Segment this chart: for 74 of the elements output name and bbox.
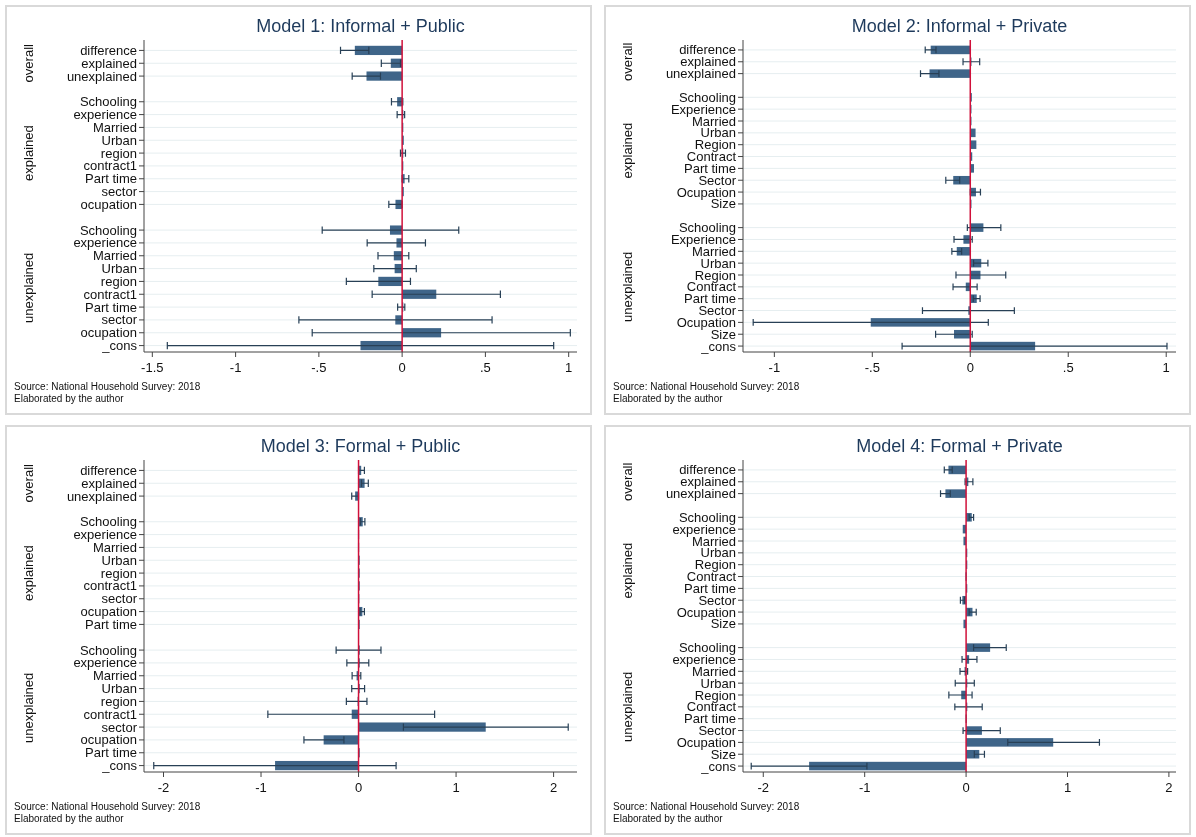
y-tick-label: Married <box>92 668 137 684</box>
text: overall <box>20 43 36 83</box>
x-tick-label: .5 <box>479 360 491 375</box>
x-tick-label: -.5 <box>311 360 327 375</box>
x-tick-label: -1 <box>255 780 267 795</box>
text: overall <box>619 462 635 501</box>
x-tick-label: 2 <box>1165 780 1173 795</box>
x-tick-label: .5 <box>1062 360 1074 375</box>
source-note: Source: National Household Survey: 2018 <box>14 801 201 812</box>
x-tick-label: 1 <box>565 360 573 375</box>
source-note: Source: National Household Survey: 2018 <box>14 381 201 392</box>
chart-title: Model 1: Informal + Public <box>256 16 465 36</box>
text: overall <box>20 463 36 503</box>
y-tick-label: sector <box>101 591 138 607</box>
x-tick-label: -1.5 <box>141 360 164 375</box>
chart-title: Model 4: Formal + Private <box>856 436 1063 456</box>
x-tick-label: -.5 <box>864 360 880 375</box>
y-tick-label: ocupation <box>80 604 137 620</box>
y-tick-label: unexplained <box>66 488 137 504</box>
text: unexplained <box>20 252 36 323</box>
y-tick-label: explained <box>81 475 137 491</box>
x-tick-label: 1 <box>1063 780 1072 795</box>
x-tick-label: 0 <box>966 360 974 375</box>
y-tick-label: unexplained <box>66 68 137 84</box>
text: overall <box>619 42 635 81</box>
y-tick-label: region <box>100 565 137 581</box>
y-tick-label: explained <box>81 55 137 71</box>
chart-title: Model 2: Informal + Private <box>851 16 1068 36</box>
y-tick-label: Schooling <box>678 220 736 236</box>
y-tick-label: difference <box>80 462 137 478</box>
y-tick-label: Urban <box>101 552 137 568</box>
y-tick-label: Married <box>92 539 137 555</box>
text: Elaborated by the author <box>14 813 125 824</box>
y-tick-label: Married <box>92 119 137 135</box>
text: Elaborated by the author <box>613 813 724 824</box>
y-tick-label: Urban <box>101 132 137 148</box>
y-tick-label: ocupation <box>80 732 137 748</box>
x-tick-label: -2 <box>157 780 170 795</box>
x-tick-label: 1 <box>1162 360 1170 375</box>
y-tick-label: Part time <box>84 299 137 315</box>
y-tick-label: Schooling <box>678 640 736 656</box>
text: unexplained <box>20 672 36 743</box>
text: Elaborated by the author <box>613 393 724 404</box>
y-tick-label: ocupation <box>80 325 137 341</box>
text: explained <box>619 542 635 599</box>
x-tick-label: -1 <box>858 780 871 795</box>
text: explained <box>619 122 635 179</box>
x-tick-label: -2 <box>757 780 770 795</box>
y-tick-label: Part time <box>84 171 137 187</box>
x-tick-label: 1 <box>452 780 460 795</box>
x-tick-label: 2 <box>549 780 558 795</box>
y-tick-label: _cons <box>101 758 138 774</box>
text: unexplained <box>619 251 635 322</box>
text: explained <box>20 545 36 601</box>
text: unexplained <box>619 671 635 742</box>
y-tick-label: region <box>100 145 137 161</box>
y-tick-label: Schooling <box>79 642 137 658</box>
chart-title: Model 3: Formal + Public <box>260 436 461 456</box>
x-tick-label: -1 <box>229 360 242 375</box>
x-tick-label: 0 <box>962 780 970 795</box>
y-tick-label: difference <box>80 42 137 58</box>
y-tick-label: Schooling <box>79 514 137 530</box>
y-tick-label: sector <box>101 312 138 328</box>
x-tick-label: 0 <box>398 360 406 375</box>
y-tick-label: Schooling <box>79 94 137 110</box>
source-note: Source: National Household Survey: 2018 <box>613 801 800 812</box>
x-tick-label: 0 <box>354 780 363 795</box>
y-tick-label: sector <box>101 719 138 735</box>
y-tick-label: Schooling <box>79 222 137 238</box>
y-tick-label: Married <box>92 248 137 264</box>
text: explained <box>20 125 36 181</box>
source-note: Source: National Household Survey: 2018 <box>613 381 800 392</box>
x-tick-label: -1 <box>768 360 781 375</box>
text: Elaborated by the author <box>14 393 125 404</box>
